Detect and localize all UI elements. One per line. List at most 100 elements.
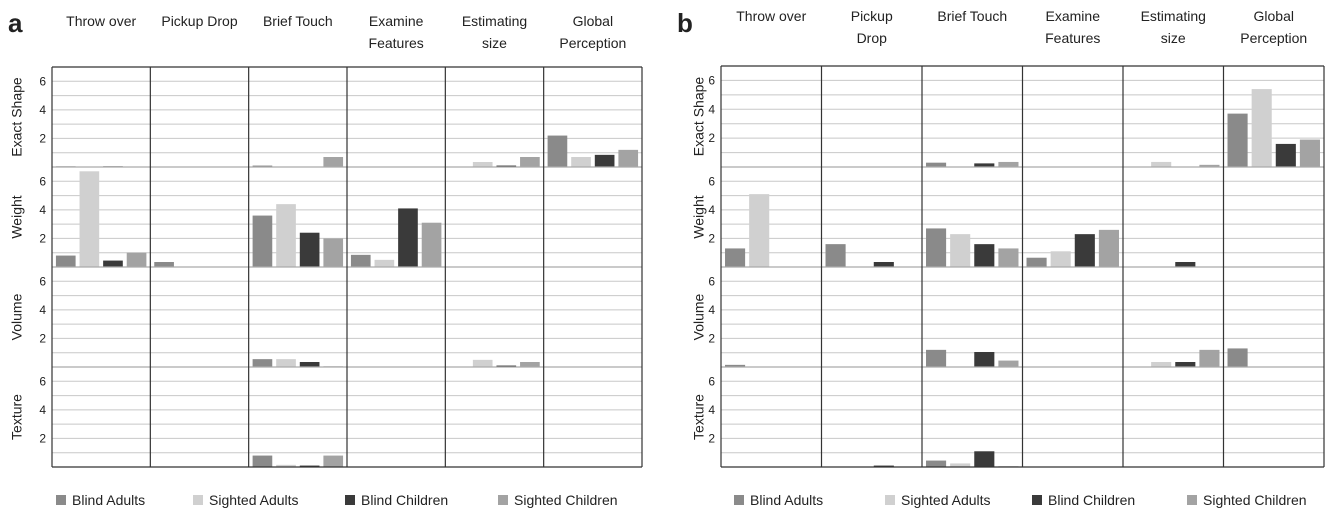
bar-blind-adults — [1026, 257, 1047, 267]
column-header: Perception — [1240, 30, 1307, 46]
legend-swatch — [498, 495, 508, 505]
bar-sighted-children — [323, 238, 344, 267]
bar-sighted-adults — [472, 162, 493, 167]
panel-label-a: a — [8, 8, 23, 38]
y-tick-label: 6 — [39, 374, 46, 388]
bar-blind-children — [1175, 362, 1196, 367]
y-tick-label: 6 — [708, 73, 715, 87]
legend-label: Blind Children — [361, 492, 448, 508]
bar-sighted-adults — [1050, 251, 1071, 267]
bar-sighted-adults — [79, 171, 100, 267]
bar-blind-children — [873, 465, 894, 467]
column-header: Throw over — [66, 13, 136, 29]
bar-blind-children — [594, 154, 615, 167]
y-tick-label: 4 — [39, 403, 46, 417]
row-label: Volume — [9, 293, 25, 340]
legend-swatch — [885, 495, 895, 505]
bar-blind-children — [496, 165, 517, 167]
bar-sighted-children — [520, 362, 540, 367]
y-tick-label: 2 — [708, 231, 715, 245]
legend-swatch — [345, 495, 355, 505]
row-label: Weight — [9, 195, 25, 238]
bar-sighted-children — [618, 149, 639, 167]
bar-blind-children — [1175, 262, 1196, 267]
bar-blind-adults — [252, 455, 273, 467]
y-tick-label: 4 — [39, 103, 46, 117]
bar-blind-children — [974, 244, 995, 267]
bar-sighted-children — [1199, 164, 1220, 167]
bar-sighted-children — [998, 248, 1019, 267]
bar-sighted-adults — [276, 204, 296, 267]
y-tick-label: 4 — [39, 303, 46, 317]
y-tick-label: 6 — [39, 174, 46, 188]
bar-sighted-adults — [374, 259, 395, 267]
bar-blind-adults — [926, 349, 947, 367]
column-header: Global — [573, 13, 613, 29]
y-tick-label: 2 — [39, 131, 46, 145]
y-tick-label: 6 — [708, 274, 715, 288]
bar-blind-adults — [154, 262, 174, 267]
column-header: size — [1161, 30, 1186, 46]
column-header: Brief Touch — [263, 13, 333, 29]
bar-blind-children — [496, 365, 517, 367]
bar-blind-children — [974, 163, 995, 167]
bar-sighted-adults — [1251, 89, 1272, 167]
bar-sighted-adults — [950, 234, 971, 267]
y-tick-label: 4 — [708, 102, 715, 116]
y-tick-label: 4 — [708, 203, 715, 217]
bar-blind-children — [1074, 234, 1095, 267]
bar-blind-adults — [825, 244, 846, 267]
bar-blind-children — [299, 362, 320, 367]
row-label: Weight — [691, 195, 707, 238]
y-tick-label: 2 — [708, 431, 715, 445]
bar-sighted-children — [323, 455, 344, 467]
bar-sighted-adults — [276, 359, 296, 367]
bar-blind-children — [974, 451, 995, 467]
bar-sighted-children — [998, 161, 1019, 167]
bar-sighted-children — [1299, 139, 1320, 167]
bar-sighted-adults — [749, 194, 770, 267]
bar-sighted-adults — [276, 464, 296, 467]
row-label: Exact Shape — [9, 77, 25, 157]
y-tick-label: 2 — [39, 431, 46, 445]
y-tick-label: 6 — [39, 74, 46, 88]
row-label: Texture — [9, 394, 25, 440]
legend-swatch — [1187, 495, 1197, 505]
bar-sighted-children — [1098, 229, 1119, 267]
y-tick-label: 4 — [708, 403, 715, 417]
column-header: Throw over — [736, 8, 806, 24]
bar-blind-adults — [926, 228, 947, 267]
y-tick-label: 2 — [39, 231, 46, 245]
row-label: Exact Shape — [691, 77, 707, 157]
y-tick-label: 6 — [708, 174, 715, 188]
column-header: Pickup Drop — [161, 13, 237, 29]
bar-sighted-adults — [950, 463, 971, 467]
bar-blind-adults — [1227, 348, 1248, 367]
bar-sighted-children — [520, 157, 540, 167]
bar-blind-children — [1275, 143, 1296, 167]
legend-swatch — [734, 495, 744, 505]
column-header: Examine — [1046, 8, 1101, 24]
legend-label: Sighted Adults — [209, 492, 299, 508]
legend-label: Blind Children — [1048, 492, 1135, 508]
y-tick-label: 2 — [708, 131, 715, 145]
bar-blind-adults — [252, 215, 273, 267]
column-header: Examine — [369, 13, 424, 29]
bar-sighted-children — [126, 252, 147, 267]
bar-sighted-children — [323, 157, 344, 167]
bar-blind-adults — [252, 359, 273, 367]
column-header: size — [482, 35, 507, 51]
column-header: Pickup — [851, 8, 893, 24]
bar-blind-children — [398, 208, 418, 267]
bar-blind-children — [103, 260, 123, 267]
bar-sighted-children — [998, 360, 1019, 367]
bar-blind-children — [974, 352, 995, 367]
bar-blind-adults — [252, 165, 273, 167]
row-label: Texture — [691, 394, 707, 440]
y-tick-label: 2 — [708, 331, 715, 345]
column-header: Estimating — [462, 13, 527, 29]
bar-blind-adults — [926, 460, 947, 467]
bar-blind-children — [873, 262, 894, 267]
y-tick-label: 2 — [39, 331, 46, 345]
